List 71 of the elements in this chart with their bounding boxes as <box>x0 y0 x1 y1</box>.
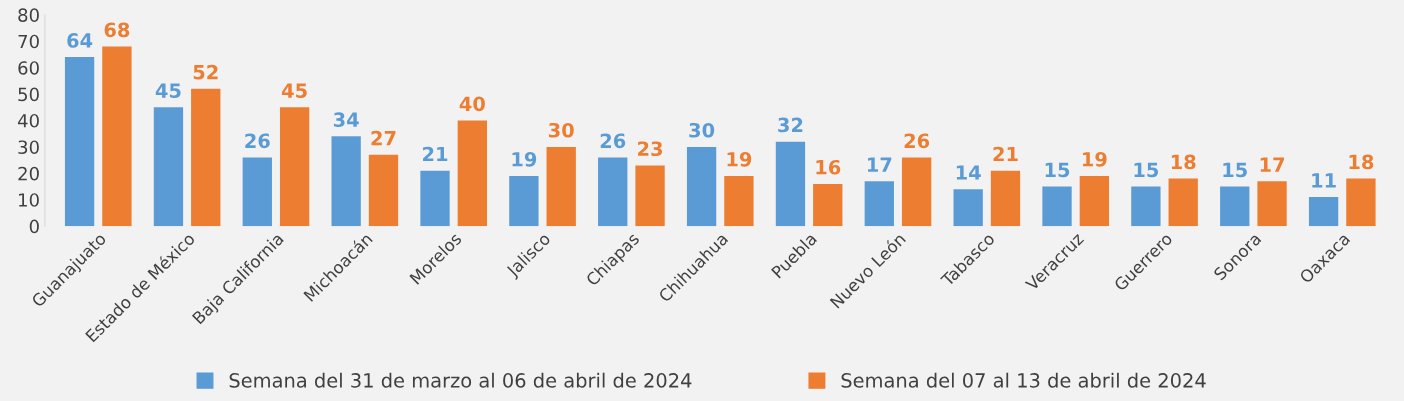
bar <box>686 146 717 227</box>
bar <box>1220 186 1250 227</box>
data-label: 21 <box>993 146 1018 162</box>
y-tick-label: 40 <box>17 113 39 128</box>
bar <box>191 88 221 227</box>
bar <box>331 136 361 227</box>
bar <box>279 107 310 227</box>
bar <box>420 170 450 227</box>
bar <box>509 175 539 227</box>
bar <box>457 120 487 227</box>
data-label: 19 <box>512 151 537 167</box>
data-label: 15 <box>1045 162 1070 178</box>
bar <box>1346 178 1376 227</box>
y-tick-label: 0 <box>29 219 39 234</box>
data-label: 26 <box>245 133 270 149</box>
data-label: 40 <box>459 96 485 112</box>
y-tick-label: 10 <box>19 193 39 207</box>
bar <box>1131 186 1161 227</box>
data-label: 17 <box>1260 157 1285 172</box>
bar <box>1168 178 1198 227</box>
legend-label: Semana del 07 al 13 de abril de 2024 <box>841 372 1206 388</box>
data-label: 16 <box>816 159 841 175</box>
data-label: 23 <box>638 141 663 157</box>
bar <box>724 175 754 227</box>
bar <box>990 170 1021 227</box>
data-label: 30 <box>548 122 574 138</box>
data-label: 19 <box>727 151 752 167</box>
data-label: 15 <box>1134 162 1159 178</box>
data-label: 52 <box>193 64 218 80</box>
data-label: 26 <box>904 133 930 149</box>
bar <box>901 157 932 227</box>
data-label: 21 <box>423 146 448 162</box>
data-label: 11 <box>1312 173 1336 188</box>
data-label: 15 <box>1223 162 1247 178</box>
y-tick-label: 20 <box>18 166 39 181</box>
y-tick-label: 30 <box>18 140 39 155</box>
data-label: 45 <box>281 83 307 98</box>
legend-label: Semana del 31 de marzo al 06 de abril de 2024 <box>229 372 692 388</box>
y-tick-label: 80 <box>18 8 39 22</box>
bar <box>1079 175 1110 227</box>
data-label: 34 <box>333 112 359 128</box>
data-label: 68 <box>104 22 130 38</box>
data-label: 64 <box>67 33 93 48</box>
y-tick-label: 60 <box>18 61 39 75</box>
bar <box>775 141 806 227</box>
bar <box>598 157 628 227</box>
data-label: 18 <box>1171 154 1196 170</box>
bar <box>153 107 184 227</box>
bar <box>635 165 665 227</box>
y-tick-label: 50 <box>18 87 39 102</box>
bar <box>1042 186 1072 227</box>
bar <box>813 183 843 227</box>
bar <box>242 157 272 227</box>
bar <box>102 46 132 227</box>
bar <box>864 181 894 227</box>
bar <box>64 57 95 227</box>
y-tick-label: 70 <box>18 34 39 49</box>
data-label: 18 <box>1349 154 1374 170</box>
bar <box>546 146 576 227</box>
data-label: 32 <box>778 117 803 133</box>
data-label: 27 <box>371 130 396 146</box>
data-label: 45 <box>155 83 181 98</box>
data-label: 26 <box>600 133 626 149</box>
bar <box>1308 197 1339 227</box>
data-label: 14 <box>956 165 981 180</box>
bar <box>368 154 399 227</box>
data-label: 17 <box>867 157 892 172</box>
data-label: 19 <box>1083 151 1107 167</box>
bar <box>953 189 983 227</box>
data-label: 30 <box>689 122 715 138</box>
bar <box>1257 181 1287 227</box>
